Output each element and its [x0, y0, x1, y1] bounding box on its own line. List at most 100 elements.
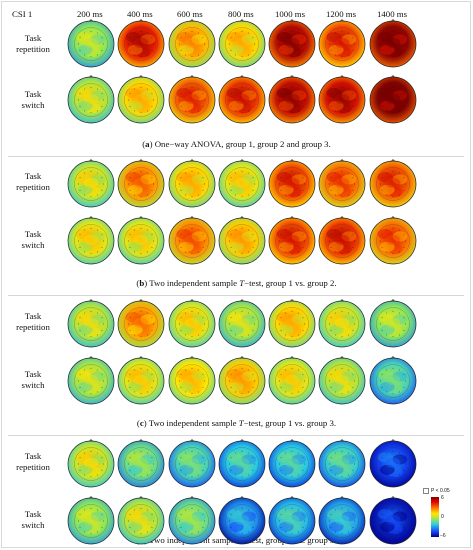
time-header-600: 600 ms — [177, 9, 203, 19]
topomap-d-switch-2 — [168, 496, 216, 545]
time-header-800: 800 ms — [228, 9, 254, 19]
row-label-line2: repetition — [16, 322, 50, 332]
topomap-d-repetition-6 — [369, 439, 417, 488]
topomap-c-repetition-1 — [117, 299, 165, 348]
caption-text-a: Two independent sample — [149, 278, 240, 288]
topomap-a-repetition-4 — [268, 19, 316, 68]
panel-separator — [8, 435, 464, 436]
topomap-d-switch-6 — [369, 496, 417, 545]
caption-panel-a: (a) One−way ANOVA, group 1, group 2 and … — [142, 139, 331, 149]
topomap-d-repetition-2 — [168, 439, 216, 488]
row-label-line1: Task — [24, 509, 42, 519]
corner-label: CSI 1 — [12, 9, 33, 19]
colorbar-tick-bottom: −6 — [440, 533, 446, 539]
topomap-a-switch-1 — [117, 75, 165, 124]
topomap-a-switch-0 — [67, 75, 115, 124]
time-header-200: 200 ms — [77, 9, 103, 19]
topomap-a-repetition-5 — [318, 19, 366, 68]
time-header-1400: 1400 ms — [377, 9, 408, 19]
caption-t: T — [238, 418, 244, 428]
topomap-c-repetition-5 — [318, 299, 366, 348]
topomap-d-switch-4 — [268, 496, 316, 545]
topomap-c-repetition-3 — [218, 299, 266, 348]
topomap-b-repetition-2 — [168, 159, 216, 208]
topomap-a-repetition-3 — [218, 19, 266, 68]
caption-text: One−way ANOVA, group 1, group 2 and grou… — [154, 139, 331, 149]
row-label-line2: switch — [21, 100, 45, 110]
topomap-b-repetition-0 — [67, 159, 115, 208]
topomap-a-switch-6 — [369, 75, 417, 124]
topomap-b-switch-5 — [318, 216, 366, 265]
row-label-line2: switch — [21, 240, 45, 250]
topomap-a-switch-5 — [318, 75, 366, 124]
panel-separator — [8, 295, 464, 296]
row-label-line1: Task — [24, 89, 42, 99]
topomap-d-repetition-0 — [67, 439, 115, 488]
row-label-switch-b: Task switch — [5, 229, 61, 251]
topomap-b-repetition-5 — [318, 159, 366, 208]
caption-panel-b: (b) Two independent sample T−test, group… — [136, 278, 337, 288]
topomap-b-switch-1 — [117, 216, 165, 265]
topomap-d-repetition-5 — [318, 439, 366, 488]
topomap-c-repetition-2 — [168, 299, 216, 348]
row-label-line2: repetition — [16, 182, 50, 192]
topomap-a-repetition-6 — [369, 19, 417, 68]
caption-letter: a — [145, 139, 150, 149]
caption-letter: b — [139, 278, 145, 288]
topomap-c-switch-2 — [168, 356, 216, 405]
significance-marker-icon — [423, 488, 429, 494]
topomap-c-switch-6 — [369, 356, 417, 405]
colorbar-tick-mid: 0 — [441, 514, 444, 520]
topomap-d-switch-0 — [67, 496, 115, 545]
topomap-b-switch-3 — [218, 216, 266, 265]
topomap-b-repetition-4 — [268, 159, 316, 208]
topomap-c-repetition-0 — [67, 299, 115, 348]
time-header-1200: 1200 ms — [326, 9, 357, 19]
significance-label: P < 0.05 — [431, 488, 450, 494]
topomap-c-switch-5 — [318, 356, 366, 405]
colorbar — [431, 497, 439, 537]
row-label-line2: switch — [21, 380, 45, 390]
topomap-d-switch-1 — [117, 496, 165, 545]
row-label-repetition-c: Task repetition — [5, 311, 61, 333]
topomap-a-switch-2 — [168, 75, 216, 124]
topomap-c-switch-1 — [117, 356, 165, 405]
topomap-a-switch-3 — [218, 75, 266, 124]
topomap-a-repetition-1 — [117, 19, 165, 68]
topomap-c-switch-3 — [218, 356, 266, 405]
topomap-b-switch-4 — [268, 216, 316, 265]
row-label-line1: Task — [24, 311, 42, 321]
time-header-400: 400 ms — [127, 9, 153, 19]
row-label-switch-a: Task switch — [5, 89, 61, 111]
row-label-line1: Task — [24, 33, 42, 43]
row-label-line1: Task — [24, 369, 42, 379]
topomap-c-switch-0 — [67, 356, 115, 405]
topomap-b-switch-0 — [67, 216, 115, 265]
caption-text-b: −test, group 1 vs. group 2. — [244, 278, 337, 288]
row-label-line2: switch — [21, 520, 45, 530]
row-label-repetition-a: Task repetition — [5, 33, 61, 55]
topomap-c-switch-4 — [268, 356, 316, 405]
row-label-switch-c: Task switch — [5, 369, 61, 391]
row-label-line1: Task — [24, 171, 42, 181]
caption-text-b: −test, group 1 vs. group 3. — [243, 418, 337, 428]
topomap-d-repetition-4 — [268, 439, 316, 488]
topomap-b-repetition-3 — [218, 159, 266, 208]
time-header-1000: 1000 ms — [275, 9, 306, 19]
topomap-d-repetition-3 — [218, 439, 266, 488]
row-label-line2: repetition — [16, 462, 50, 472]
row-label-line2: repetition — [16, 44, 50, 54]
row-label-repetition-b: Task repetition — [5, 171, 61, 193]
row-label-line1: Task — [24, 451, 42, 461]
row-label-line1: Task — [24, 229, 42, 239]
caption-text-a: Two independent sample — [148, 418, 239, 428]
row-label-switch-d: Task switch — [5, 509, 61, 531]
topomap-b-switch-6 — [369, 216, 417, 265]
colorbar-tick-top: 6 — [441, 495, 444, 501]
topomap-d-switch-3 — [218, 496, 266, 545]
panel-separator — [8, 156, 464, 157]
topomap-d-repetition-1 — [117, 439, 165, 488]
topomap-a-switch-4 — [268, 75, 316, 124]
